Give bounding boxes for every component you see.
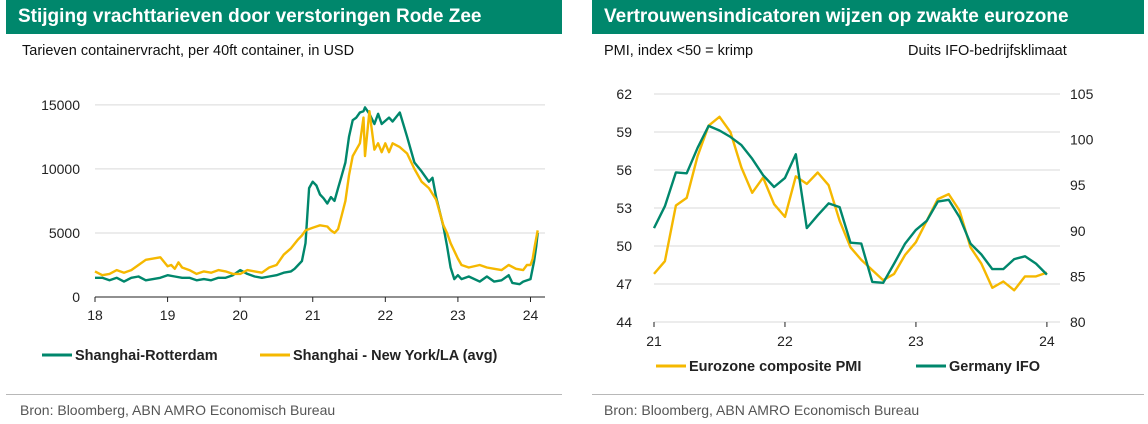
left-y-tick-label: 62 [616,86,632,102]
divider [592,394,1144,395]
confidence-indicators-chart: 44 47 50 53 56 59 62 80 85 90 95 100 105 21 22 23 24 Euro… [616,86,1094,375]
chart-source: Bron: Bloomberg, ABN AMRO Economisch Bur… [20,402,336,418]
legend-label: Germany IFO [949,359,1040,375]
y-tick-label: 5000 [49,225,80,241]
left-y-tick-label: 44 [616,314,632,330]
y-tick-label: 0 [72,289,80,305]
series-line [653,115,1048,292]
right-y-tick-label: 105 [1070,86,1094,102]
left-y-tick-label: 53 [616,200,632,216]
x-tick-label: 24 [1039,333,1055,349]
y-tick-label: 15000 [41,97,80,113]
legend-label: Eurozone composite PMI [689,359,861,375]
confidence-indicators-panel: Vertrouwensindicatoren wijzen op zwakte … [586,0,1148,424]
x-tick-label: 22 [777,333,793,349]
right-y-tick-label: 95 [1070,177,1086,193]
chart-subtitle: Tarieven containervracht, per 40ft conta… [22,43,355,59]
right-axis-subtitle: Duits IFO-bedrijfsklimaat [908,43,1067,59]
right-y-tick-label: 80 [1070,314,1086,330]
y-tick-label: 10000 [41,161,80,177]
x-tick-label: 21 [305,307,321,323]
legend-label: Shanghai-Rotterdam [75,348,218,364]
x-tick-label: 18 [87,307,103,323]
left-y-tick-label: 50 [616,238,632,254]
x-tick-label: 22 [378,307,394,323]
x-tick-label: 19 [160,307,176,323]
left-y-tick-label: 47 [616,276,632,292]
legend-label: Shanghai - New York/LA (avg) [293,348,498,364]
right-y-tick-label: 90 [1070,223,1086,239]
x-tick-label: 24 [523,307,539,323]
left-axis-subtitle: PMI, index <50 = krimp [604,43,754,59]
chart-title: Vertrouwensindicatoren wijzen op zwakte … [592,0,1144,34]
series-line [95,106,539,286]
divider [6,394,562,395]
freight-rates-chart: 0 5000 10000 15000 18 19 20 21 22 23 24 Shanghai-Ro… [41,97,545,364]
right-y-tick-label: 100 [1070,132,1094,148]
series-line [94,110,539,277]
x-tick-label: 20 [232,307,248,323]
left-y-tick-label: 56 [616,162,632,178]
left-y-tick-label: 59 [616,124,632,140]
x-tick-label: 23 [908,333,924,349]
chart-source: Bron: Bloomberg, ABN AMRO Economisch Bur… [604,402,920,418]
right-y-tick-label: 85 [1070,268,1086,284]
x-tick-label: 23 [450,307,466,323]
freight-rates-panel: Stijging vrachttarieven door verstoringe… [0,0,572,424]
x-tick-label: 21 [646,333,662,349]
series-line [652,124,1048,284]
chart-title: Stijging vrachttarieven door verstoringe… [6,0,562,34]
